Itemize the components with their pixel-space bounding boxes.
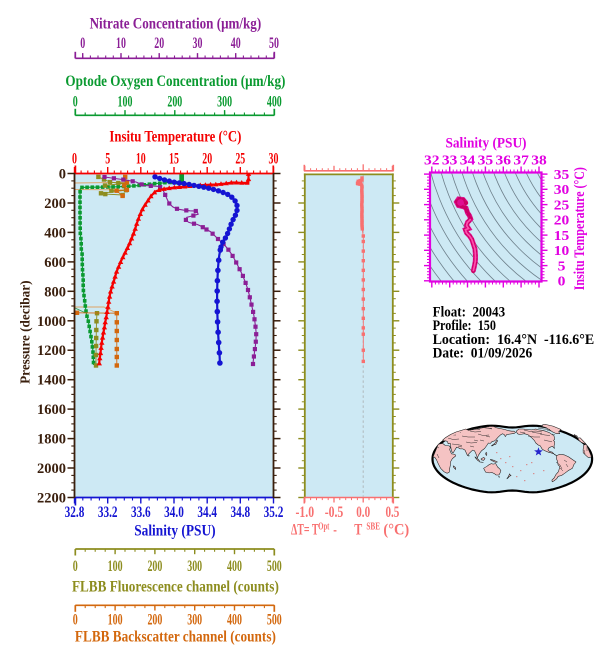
svg-text:34.0: 34.0 [164,504,184,521]
svg-text:1400: 1400 [37,373,66,389]
svg-text:Date: 01/09/2026: Date: 01/09/2026 [433,345,533,361]
svg-text:30: 30 [193,35,203,52]
svg-text:Float: 20043: Float: 20043 [433,305,506,321]
svg-text:0: 0 [73,611,78,628]
svg-text:Salinity (PSU): Salinity (PSU) [446,136,527,152]
svg-text:32: 32 [424,153,440,168]
svg-text:(°C): (°C) [383,522,409,539]
svg-text:20: 20 [554,213,570,228]
svg-text:34.8: 34.8 [230,504,250,521]
svg-text:35: 35 [478,153,494,168]
svg-text:50: 50 [269,35,279,52]
svg-text:10: 10 [554,243,570,258]
svg-text:20: 20 [202,150,212,167]
svg-text:30: 30 [269,150,279,167]
svg-text:38: 38 [531,153,547,168]
svg-text:FLBB Backscatter channel (coun: FLBB Backscatter channel (counts) [75,628,276,645]
svg-text:5: 5 [558,258,566,273]
svg-text:33: 33 [442,153,458,168]
svg-text:400: 400 [227,558,242,575]
svg-text:Insitu Temperature (°C): Insitu Temperature (°C) [109,129,241,146]
svg-text:0: 0 [558,274,566,289]
svg-text:400: 400 [227,611,242,628]
svg-text:34: 34 [460,153,476,168]
svg-text:200: 200 [147,558,162,575]
svg-text:600: 600 [44,255,66,271]
svg-text:0: 0 [59,167,66,183]
svg-text:300: 300 [187,611,202,628]
svg-text:100: 100 [108,558,123,575]
svg-text:Opt: Opt [318,521,329,532]
svg-text:Insitu Temperature (°C): Insitu Temperature (°C) [572,167,588,290]
svg-text:Pressure (decibar): Pressure (decibar) [18,281,34,384]
svg-text:2200: 2200 [37,491,66,507]
svg-text:-: - [333,522,337,539]
svg-text:-0.5: -0.5 [325,504,344,521]
svg-text:300: 300 [187,558,202,575]
svg-text:0: 0 [73,94,78,111]
svg-text:100: 100 [118,94,133,111]
svg-text:2000: 2000 [37,461,66,477]
svg-text:0: 0 [73,558,78,575]
svg-text:Salinity (PSU): Salinity (PSU) [134,523,215,540]
svg-text:200: 200 [147,611,162,628]
svg-text:33.6: 33.6 [131,504,151,521]
svg-text:200: 200 [167,94,182,111]
svg-text:300: 300 [217,94,232,111]
svg-text:33.2: 33.2 [98,504,118,521]
svg-text:25: 25 [235,150,245,167]
svg-text:Optode Oxygen Concentration (μ: Optode Oxygen Concentration (μm/kg) [65,73,285,90]
svg-text:1800: 1800 [37,432,66,448]
svg-text:800: 800 [44,284,66,300]
svg-text:0.5: 0.5 [385,504,399,521]
svg-text:100: 100 [108,611,123,628]
svg-text:T: T [354,522,362,539]
svg-text:34.4: 34.4 [197,504,217,521]
svg-text:200: 200 [44,196,66,212]
svg-text:25: 25 [554,197,570,212]
svg-text:15: 15 [169,150,179,167]
svg-text:400: 400 [267,94,282,111]
svg-text:36: 36 [496,153,512,168]
svg-text:-1.0: -1.0 [296,504,315,521]
svg-text:0: 0 [72,150,77,167]
svg-text:FLBB Fluorescence channel (cou: FLBB Fluorescence channel (counts) [72,579,279,596]
svg-text:1200: 1200 [37,343,66,359]
svg-text:20: 20 [154,35,164,52]
svg-text:35.2: 35.2 [264,504,284,521]
svg-text:40: 40 [231,35,241,52]
svg-text:30: 30 [554,182,570,197]
svg-text:32.8: 32.8 [65,504,85,521]
svg-text:Profile: 150: Profile: 150 [433,318,496,334]
svg-text:SBE: SBE [366,521,380,532]
svg-text:1000: 1000 [37,314,66,330]
svg-text:Nitrate Concentration (μm/kg): Nitrate Concentration (μm/kg) [90,16,262,33]
svg-text:ΔT= T: ΔT= T [291,522,319,539]
svg-text:0.0: 0.0 [356,504,370,521]
svg-text:1600: 1600 [37,402,66,418]
svg-text:5: 5 [105,150,110,167]
svg-text:10: 10 [116,35,126,52]
svg-text:35: 35 [554,167,570,182]
svg-text:500: 500 [267,611,282,628]
svg-text:10: 10 [136,150,146,167]
svg-text:400: 400 [44,225,66,241]
svg-text:15: 15 [554,228,570,243]
svg-text:500: 500 [267,558,282,575]
svg-text:0: 0 [80,35,85,52]
svg-text:Location: 16.4°N -116.6°E: Location: 16.4°N -116.6°E [433,332,595,348]
svg-text:37: 37 [513,153,529,168]
